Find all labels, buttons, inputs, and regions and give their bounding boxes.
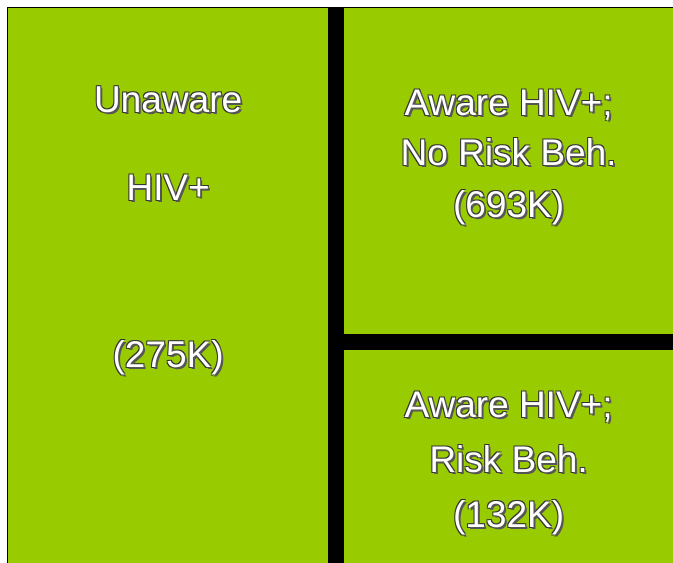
box-text: (275K) [112, 334, 224, 375]
box-text: No Risk Beh. [400, 132, 617, 173]
box-text: HIV+ [126, 167, 210, 208]
box-unaware: Unaware HIV+ (275K) [8, 8, 328, 563]
box-text: (132K) [452, 494, 565, 535]
box-text: (693K) [452, 184, 565, 225]
box-text: Aware HIV+; [404, 384, 613, 425]
box-aware-no-risk: Aware HIV+; No Risk Beh. (693K) [344, 8, 673, 334]
box-text: Aware HIV+; [404, 82, 613, 123]
box-text: Unaware [93, 79, 243, 120]
box-text: Risk Beh. [429, 439, 588, 480]
box-aware-risk: Aware HIV+; Risk Beh. (132K) [344, 350, 673, 563]
